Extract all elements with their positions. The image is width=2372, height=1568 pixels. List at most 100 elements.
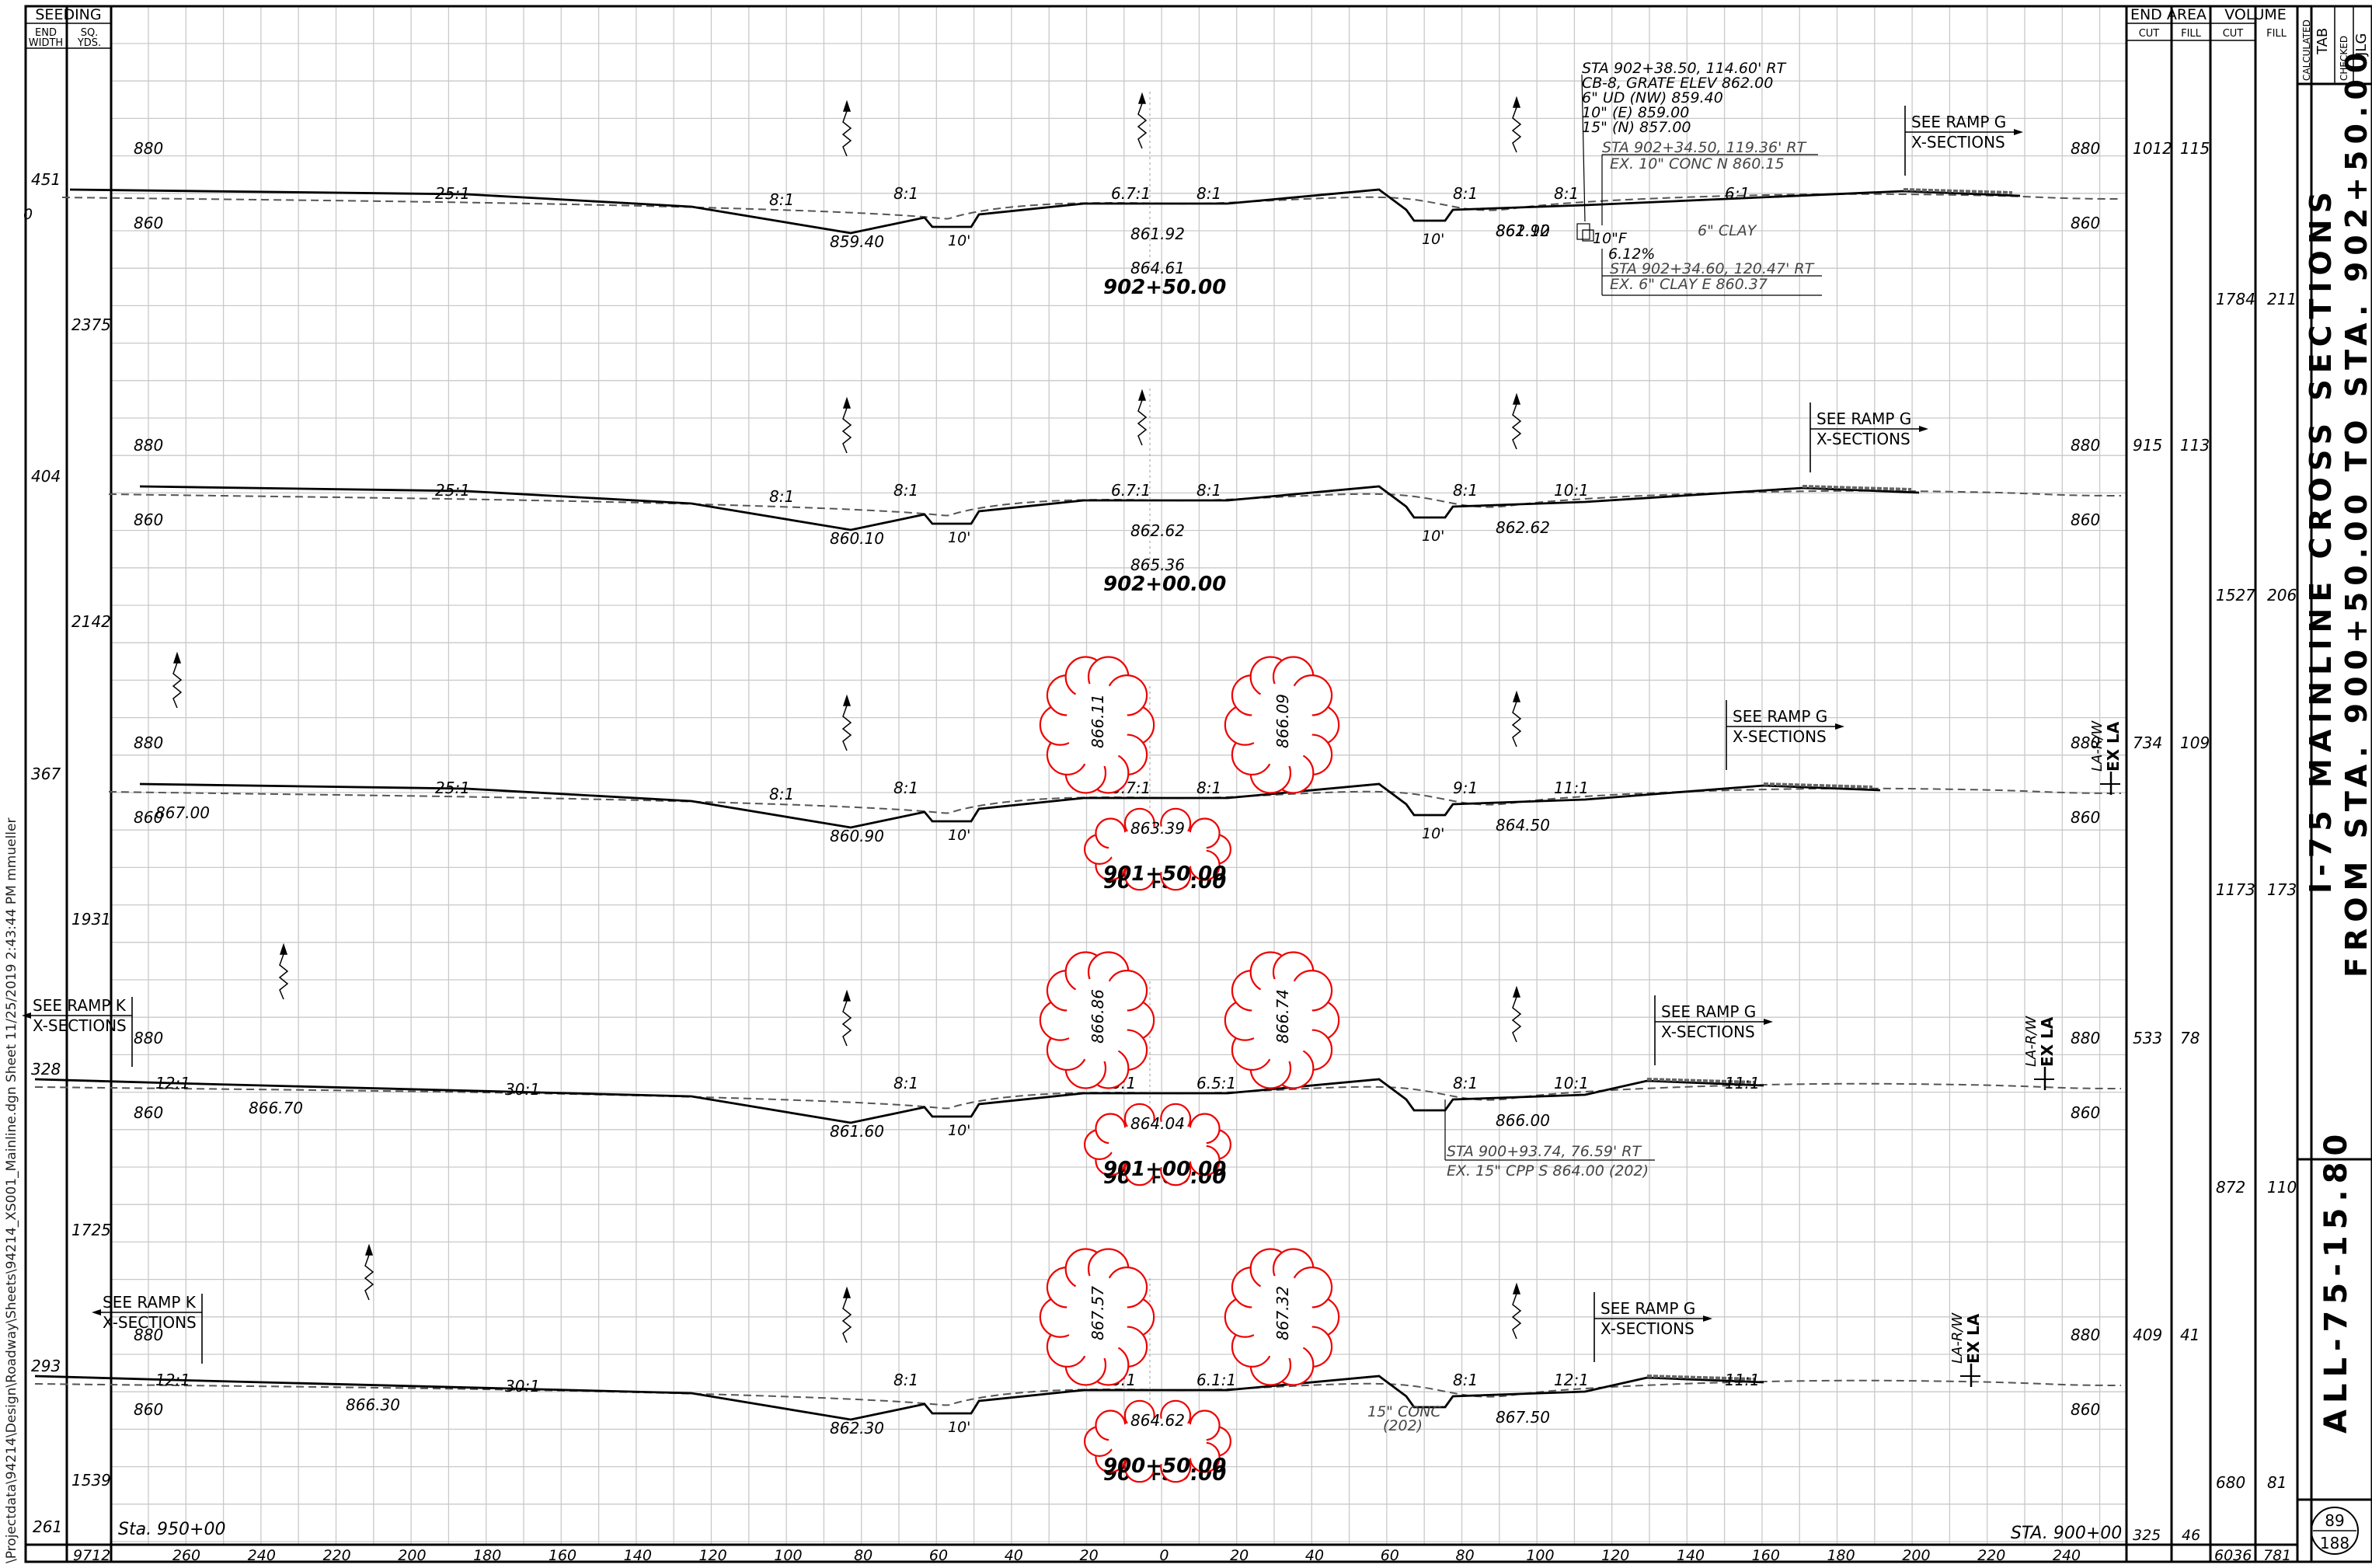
flow-arrow-icon bbox=[1511, 985, 1522, 1043]
elev-label-860-right: 860 bbox=[2071, 1400, 2100, 1419]
slope-label: 25:1 bbox=[435, 481, 470, 500]
slope-label: 6:1 bbox=[1725, 184, 1750, 203]
revision-cloud-left bbox=[1039, 656, 1155, 794]
left-elevation: 866.30 bbox=[346, 1396, 400, 1414]
elev-label-860-right: 860 bbox=[2071, 214, 2100, 232]
revision-cloud-left bbox=[1039, 951, 1155, 1089]
end-area-fill: 113 bbox=[2180, 436, 2210, 455]
flow-arrow-head bbox=[279, 943, 288, 955]
revision-cloud-fill bbox=[1066, 682, 1128, 768]
offset-tick-label: 160 bbox=[549, 1547, 576, 1564]
station-label: 902+50.00 bbox=[1103, 276, 1226, 299]
proposed-section-line bbox=[69, 188, 2021, 235]
end-area-cut: 409 bbox=[2133, 1326, 2162, 1344]
seeding-volume: 2142 bbox=[71, 612, 111, 631]
concrete-pipe-label: 15" CONC bbox=[1367, 1403, 1441, 1420]
ramp-g-label: SEE RAMP G bbox=[1600, 1299, 1695, 1318]
end-area-fill: 109 bbox=[2180, 733, 2210, 752]
ea-total-fill: 46 bbox=[2182, 1527, 2200, 1544]
ditch-width: 10' bbox=[948, 529, 970, 546]
elev-label-860-right: 860 bbox=[2071, 1103, 2100, 1122]
sheet-number: 89 bbox=[2325, 1511, 2344, 1530]
sheet-title-line2: FROM STA. 900+50.00 TO STA. 902+50.00 bbox=[2339, 47, 2372, 977]
proposed-section-line bbox=[34, 1078, 1764, 1124]
seeding-header: SEEDING bbox=[35, 6, 101, 23]
flow-arrow-squiggle bbox=[1511, 1293, 1522, 1340]
revision-cloud-fill bbox=[1251, 682, 1313, 768]
volume-cut: 872 bbox=[2216, 1178, 2245, 1197]
flow-arrow-icon bbox=[1137, 389, 1148, 446]
slope-label: 11:1 bbox=[1725, 1074, 1760, 1092]
revision-cloud-station bbox=[1083, 807, 1231, 891]
offset-tick-label: 40 bbox=[1305, 1547, 1324, 1564]
elev-label-880-right: 880 bbox=[2071, 733, 2100, 752]
note-6ud: 6" UD (NW) 859.40 bbox=[1582, 89, 1723, 106]
flow-arrow-squiggle bbox=[841, 1000, 852, 1047]
flow-arrow-head bbox=[842, 396, 852, 409]
ditch-width: 10' bbox=[948, 1122, 970, 1139]
centerline-elevation: 861.92 bbox=[1130, 225, 1185, 243]
flow-arrow-icon bbox=[841, 99, 852, 157]
revision-cloud-right bbox=[1224, 1248, 1340, 1386]
ramp-g-xs: X-SECTIONS bbox=[1661, 1023, 1755, 1041]
end-area-cut: 915 bbox=[2133, 436, 2162, 455]
flow-arrow-squiggle bbox=[1137, 103, 1148, 149]
volume-fill: 81 bbox=[2267, 1473, 2287, 1492]
vol-cut-header: CUT bbox=[2223, 28, 2244, 40]
ex-la-label: EX LA bbox=[2038, 1016, 2057, 1067]
slope-label: 8:1 bbox=[1196, 481, 1221, 500]
total-width: 9712 bbox=[73, 1547, 110, 1564]
revised-station-label: 901+00.00 bbox=[1103, 1158, 1226, 1181]
left-elevation: 866.70 bbox=[249, 1099, 303, 1117]
left-elevation: 867.00 bbox=[155, 803, 210, 822]
elev-label-880: 880 bbox=[134, 1326, 163, 1344]
flow-arrow-head bbox=[1512, 96, 1521, 108]
volume-cut: 1173 bbox=[2216, 880, 2255, 899]
offset-tick-label: 260 bbox=[172, 1547, 200, 1564]
elev-label-880-right: 880 bbox=[2071, 1326, 2100, 1344]
ea-total-cut: 325 bbox=[2133, 1527, 2161, 1544]
slope-label: 11:1 bbox=[1554, 779, 1589, 797]
flow-arrow-icon bbox=[841, 396, 852, 454]
culvert-note-ex: EX. 15" CPP S 864.00 (202) bbox=[1447, 1162, 1649, 1179]
volume-cut: 1784 bbox=[2216, 290, 2255, 308]
revision-cloud-fill bbox=[1109, 1121, 1207, 1168]
revised-elevation-left: 866.11 bbox=[1088, 694, 1107, 748]
note-grade: 6.12% bbox=[1608, 246, 1655, 263]
flow-arrow-icon bbox=[1511, 392, 1522, 450]
cross-section-902+50.00: 880 860 880 860 451 1012 115 25:1 8:1 8:1 6.7:1 8:1… bbox=[31, 92, 2210, 299]
offset-tick-label: 0 bbox=[1159, 1547, 1169, 1564]
ditch-width: 10' bbox=[948, 827, 970, 844]
proposed-section-line bbox=[34, 1375, 1764, 1421]
ramp-g-xs: X-SECTIONS bbox=[1733, 727, 1827, 746]
note-10f: 10"F bbox=[1593, 230, 1628, 247]
offset-tick-label: 20 bbox=[1230, 1547, 1249, 1564]
slope-label: 8:1 bbox=[893, 779, 918, 797]
volume-cut: 680 bbox=[2216, 1473, 2245, 1492]
proposed-section-line bbox=[139, 782, 1881, 829]
slope-label: 25:1 bbox=[435, 779, 470, 797]
seeding-end-width: 451 bbox=[31, 170, 61, 189]
end-area-fill: 41 bbox=[2180, 1326, 2200, 1344]
note-sta-902-38: STA 902+38.50, 114.60' RT bbox=[1582, 60, 1787, 77]
note-ex-10-conc: EX. 10" CONC N 860.15 bbox=[1610, 155, 1785, 172]
end-area-header: END AREA bbox=[2130, 6, 2207, 23]
ditch-width: 10' bbox=[948, 1419, 970, 1436]
proposed-section-line bbox=[139, 485, 1920, 531]
flow-arrow-head bbox=[364, 1243, 374, 1256]
checked-by: JLG bbox=[2353, 33, 2370, 57]
flow-arrow-squiggle bbox=[1511, 996, 1522, 1043]
elev-label-880: 880 bbox=[134, 733, 163, 752]
seeding-volume: 261 bbox=[33, 1517, 62, 1536]
sheet-border bbox=[24, 5, 2372, 1563]
cross-sections: 880 860 880 860 451 1012 115 25:1 8:1 8:1 6.7:1 8:1… bbox=[22, 92, 2210, 1486]
seeding-volumes: 2375 2142 1931 1725 1539 261 bbox=[33, 315, 111, 1536]
seeding-volume: 1539 bbox=[71, 1471, 111, 1490]
flow-arrow-icon bbox=[1511, 96, 1522, 153]
revision-cloud-station bbox=[1083, 1103, 1231, 1186]
cross-section-900+50.00: 880 860 880 860 293 409 41 12:1 30:1 8:1 8:1 6.1:1 8… bbox=[31, 1243, 2200, 1486]
slope-label: 8:1 bbox=[1196, 779, 1221, 797]
flow-arrow-head bbox=[1512, 392, 1521, 405]
shoulder-elevation: 864.50 bbox=[1496, 816, 1550, 835]
